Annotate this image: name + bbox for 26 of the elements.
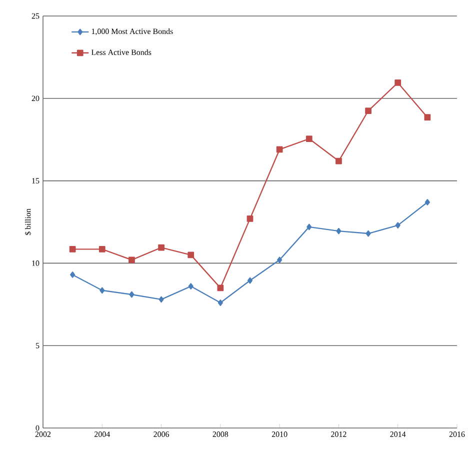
point <box>98 246 106 252</box>
point <box>217 284 224 292</box>
point <box>100 287 105 294</box>
point <box>306 224 312 230</box>
point <box>424 114 431 121</box>
point <box>247 277 253 284</box>
point <box>394 80 402 86</box>
point <box>336 228 342 234</box>
point <box>424 199 430 206</box>
point <box>218 300 223 306</box>
point <box>366 230 371 237</box>
point <box>277 256 282 264</box>
point <box>246 216 254 222</box>
point <box>188 283 194 290</box>
point <box>365 108 372 114</box>
point <box>395 222 400 228</box>
point <box>336 158 342 164</box>
point <box>276 146 283 153</box>
point <box>188 252 194 258</box>
point <box>129 291 134 298</box>
point <box>306 136 312 142</box>
point <box>158 296 164 303</box>
point <box>128 256 135 264</box>
point <box>69 246 76 252</box>
point <box>158 244 164 251</box>
point <box>70 272 76 278</box>
